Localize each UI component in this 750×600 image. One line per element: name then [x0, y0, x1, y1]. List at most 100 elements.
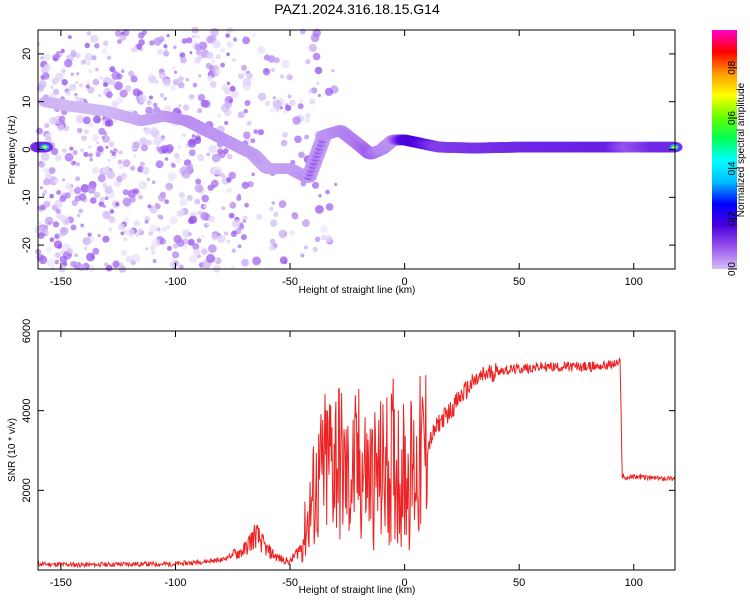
spectrogram-cell — [181, 38, 188, 44]
spectrogram-cell — [219, 172, 225, 178]
spectrogram-cell — [209, 81, 217, 88]
spectrogram-cell — [59, 255, 68, 264]
spectrogram-cell — [182, 104, 190, 111]
spectrogram-cell — [206, 52, 214, 60]
spectrogram-cell — [38, 221, 42, 225]
snr-x-label: Height of straight line (km) — [299, 585, 416, 596]
spectrogram-cell — [45, 136, 52, 143]
spectrogram-cell — [324, 235, 333, 243]
spectrogram-cell — [46, 246, 53, 253]
spectrogram-cell — [67, 248, 74, 255]
spectrogram-cell — [138, 94, 147, 103]
spectrogram-cell — [56, 190, 62, 195]
spectrogram-cell — [136, 44, 143, 50]
spectrogram-cell — [80, 148, 85, 153]
spectrogram-cell — [208, 244, 217, 253]
spectrogram-cell — [221, 206, 226, 211]
spectrogram-cell — [61, 79, 68, 86]
spectrogram-cell — [126, 228, 135, 238]
spectrogram-cell — [153, 37, 162, 46]
spectrogram-cell — [69, 146, 74, 151]
spectrogram-cell — [103, 40, 109, 46]
spectrogram-cell — [141, 30, 147, 36]
colorbar: 0.0 0.2 0.4 0.6 0.8 Normalized spectral ampl… — [712, 30, 747, 276]
spectrogram-cell — [40, 56, 44, 60]
spectrogram-cell — [67, 34, 72, 40]
spectrogram-cell — [74, 80, 79, 85]
spectrogram-cell — [226, 239, 231, 244]
spectrogram-cell — [65, 91, 71, 96]
spectrogram-cell — [52, 88, 60, 96]
spectrogram-cell — [186, 37, 193, 44]
y-tick-label: 2000 — [21, 478, 33, 502]
spectrogram-cell — [196, 238, 202, 243]
spectrogram-cell — [246, 72, 253, 79]
spectrogram-cell — [161, 226, 168, 233]
spectrogram-cell — [334, 182, 338, 187]
colorbar-tick-label: 0.0 — [727, 262, 738, 276]
spectrogram-cell — [79, 264, 86, 271]
spectrogram-cell — [172, 78, 180, 86]
spectrogram-cell — [90, 254, 95, 259]
spectrogram-cell — [262, 67, 271, 76]
spectrogram-cell — [53, 55, 57, 59]
spectrogram-cell — [117, 39, 122, 44]
spectrogram-cell — [68, 187, 75, 194]
spectrogram-cell — [138, 39, 145, 46]
spectrogram-cell — [237, 244, 242, 249]
spectrogram-cell — [51, 149, 55, 153]
spectrogram-cell — [300, 253, 305, 258]
spectrogram-cell — [43, 178, 51, 186]
spectrogram-cell — [145, 106, 153, 115]
spectrogram-cell — [93, 115, 101, 124]
spectrogram-cell — [39, 186, 44, 190]
spectrogram-cell — [95, 150, 100, 155]
spectrogram-cell — [270, 68, 276, 73]
spectrogram-cell — [237, 193, 242, 198]
spectrogram-cell — [56, 213, 63, 219]
spectrogram-cell — [152, 259, 157, 264]
spectrogram-cell — [242, 77, 252, 87]
spectrogram-cell — [318, 194, 322, 198]
spectrogram-cell — [185, 77, 190, 82]
spectrogram-cell — [55, 154, 62, 162]
spectrogram-cell — [226, 177, 232, 183]
spectrogram-cell — [99, 75, 104, 80]
spectrogram-cell — [292, 116, 301, 125]
spectrogram-cell — [118, 150, 122, 155]
spectrogram-cell — [187, 139, 197, 148]
spectrogram-cell — [178, 104, 182, 108]
spectrogram-cell — [106, 119, 114, 127]
spectrogram-cell — [314, 236, 321, 243]
spectrogram-cell — [282, 131, 288, 138]
spectrogram-cell — [244, 100, 251, 106]
spectrogram-cell — [76, 115, 85, 124]
spectrogram-cell — [102, 235, 110, 243]
spectrogram-cell — [84, 52, 94, 62]
spectrogram-cell — [270, 219, 278, 227]
spectrogram-cell — [55, 51, 62, 58]
spectrogram-y-axis: -20 -10 0 10 20 — [21, 48, 675, 253]
spectrogram-cell — [173, 45, 177, 49]
spectrogram-cell — [211, 233, 218, 240]
y-tick-label: -20 — [21, 237, 33, 253]
spectrogram-cell — [203, 204, 208, 209]
spectrogram-cell — [196, 49, 202, 56]
spectrogram-cell — [281, 59, 290, 69]
spectrogram-cell — [64, 182, 72, 190]
spectrogram-cell — [169, 216, 178, 225]
spectrogram-cell — [131, 253, 141, 263]
spectrogram-cell — [182, 229, 191, 238]
spectrogram-cell — [122, 159, 131, 168]
spectrogram-cell — [309, 98, 316, 105]
spectrogram-cell — [120, 231, 125, 236]
spectrogram-cell — [242, 215, 248, 221]
spectrogram-cell — [195, 34, 201, 39]
spectrogram-cell — [59, 226, 69, 236]
spectrogram-cell — [88, 145, 92, 149]
spectrogram-cell — [194, 43, 202, 51]
spectrogram-cell — [188, 149, 196, 157]
spectrogram-cell — [146, 100, 152, 106]
spectrogram-cell — [297, 103, 304, 110]
spectrogram-cell — [88, 122, 94, 128]
